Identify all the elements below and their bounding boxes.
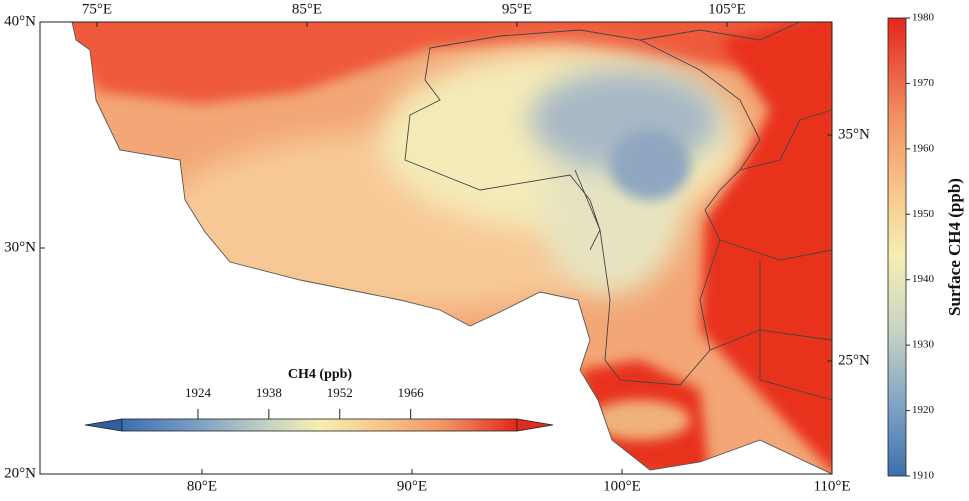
colorbar-label: Surface CH4 (ppb): [945, 178, 964, 316]
colorbar-tick-label: 1940: [912, 273, 935, 285]
inset-colorbar-tick-label: 1952: [327, 385, 353, 400]
y-tick-label: 40°N: [4, 13, 36, 29]
x-tick-label: 90°E: [397, 478, 427, 494]
colorbar-bar: [887, 17, 907, 477]
y-tick-label: 35°N: [838, 126, 870, 142]
colorbar-tick-label: 1930: [912, 339, 935, 351]
colorbar-tick-label: 1970: [912, 77, 935, 89]
inset-colorbar-tick-label: 1924: [185, 385, 212, 400]
y-tick-label: 30°N: [4, 239, 36, 255]
x-tick-label: 80°E: [187, 478, 217, 494]
inset-colorbar-title: CH4 (ppb): [288, 367, 353, 382]
colorbar-tick-label: 1910: [912, 470, 935, 482]
boundaries: [71, 21, 833, 475]
inset-colorbar-bar: [121, 418, 518, 432]
inset-colorbar: CH4 (ppb): [84, 367, 554, 432]
axis-ticks: 75°E 85°E 95°E 105°E 80°E 90°E 100°E 110°E 40°N 3…: [4, 1, 870, 494]
inset-arrow-high: [516, 418, 554, 432]
x-tick-label: 85°E: [292, 1, 322, 17]
x-tick-label: 110°E: [813, 478, 850, 494]
x-tick-label: 100°E: [603, 478, 641, 494]
x-tick-label: 105°E: [708, 1, 746, 17]
inset-colorbar-tick-label: 1966: [398, 385, 425, 400]
x-tick-label: 75°E: [82, 1, 112, 17]
colorbar-tick-label: 1980: [912, 12, 935, 24]
y-tick-label: 25°N: [838, 352, 870, 368]
colorbar-tick-label: 1950: [912, 208, 935, 220]
inset-arrow-low: [84, 418, 123, 432]
colorbar: Surface CH4 (ppb): [887, 17, 964, 477]
x-tick-label: 95°E: [502, 1, 532, 17]
inset-colorbar-tick-label: 1938: [256, 385, 282, 400]
map-field: [71, 21, 833, 475]
y-tick-label: 20°N: [4, 465, 36, 481]
colorbar-tick-label: 1920: [912, 404, 935, 416]
colorbar-tick-label: 1960: [912, 142, 935, 154]
